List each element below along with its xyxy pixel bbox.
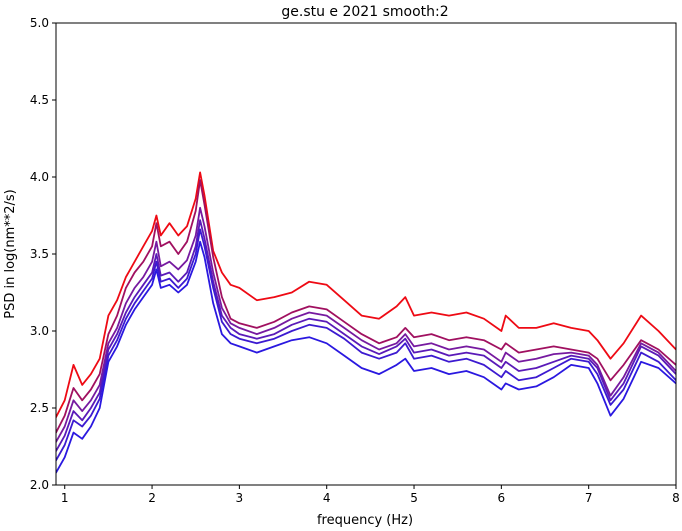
plot-area	[55, 22, 677, 486]
series-line-2	[56, 179, 676, 434]
x-tick-label: 3	[236, 491, 244, 505]
series-line-5	[56, 228, 676, 462]
y-tick-label: 4.5	[30, 93, 49, 107]
series-line-4	[56, 219, 676, 453]
series-line-1	[56, 171, 676, 419]
y-tick-label: 4.0	[30, 170, 49, 184]
x-tick-label: 2	[148, 491, 156, 505]
y-axis: 2.0 2.5 3.0 3.5 4.0 4.5 5.0	[30, 16, 56, 492]
y-axis-label: PSD in log(nm**2/s)	[3, 189, 18, 319]
series-line-6	[56, 240, 676, 474]
x-axis: 1 2 3 4 5 6 7 8	[61, 485, 680, 505]
y-tick-label: 2.5	[30, 401, 49, 415]
series-line-3	[56, 206, 676, 443]
x-tick-label: 1	[61, 491, 69, 505]
y-tick-label: 2.0	[30, 478, 49, 492]
x-tick-label: 4	[323, 491, 331, 505]
x-tick-label: 7	[585, 491, 593, 505]
plot-frame	[55, 22, 677, 486]
series-layer	[56, 171, 676, 474]
chart-title: ge.stu e 2021 smooth:2	[281, 4, 448, 20]
x-tick-label: 6	[498, 491, 506, 505]
y-tick-label: 3.0	[30, 324, 49, 338]
x-tick-label: 5	[410, 491, 418, 505]
y-tick-label: 3.5	[30, 247, 49, 261]
x-tick-label: 8	[672, 491, 680, 505]
x-axis-label: frequency (Hz)	[317, 513, 413, 528]
y-tick-label: 5.0	[30, 16, 49, 30]
